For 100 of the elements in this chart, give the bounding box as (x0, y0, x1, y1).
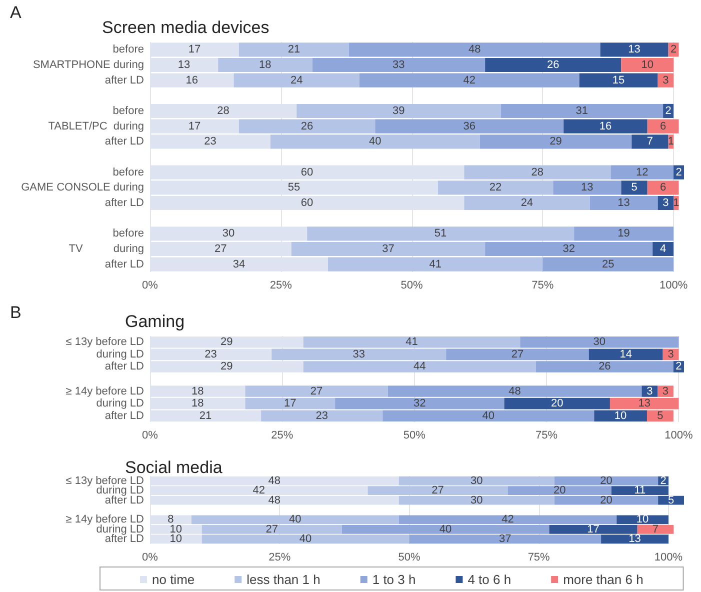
data-label: 22 (489, 182, 502, 194)
legend-label: no time (152, 572, 195, 587)
data-label: 40 (439, 523, 452, 536)
data-label: 7 (646, 136, 654, 148)
data-label: 21 (288, 44, 300, 56)
data-label: 13 (178, 59, 190, 71)
chart-title: Gaming (125, 312, 185, 331)
data-label: 5 (657, 410, 664, 422)
data-label: 7 (652, 523, 659, 536)
data-label: 30 (593, 336, 606, 348)
data-label: 13 (628, 533, 641, 546)
data-label: 5 (668, 494, 674, 506)
data-label: 48 (508, 385, 521, 398)
data-label: 10 (170, 523, 182, 536)
data-label: 8 (168, 514, 174, 526)
data-label: 55 (288, 182, 300, 194)
y-tick-label: during LD (96, 398, 144, 410)
data-label: 14 (620, 348, 632, 360)
data-label: 20 (550, 398, 564, 410)
data-label: 19 (618, 228, 630, 240)
data-label: 3 (662, 74, 669, 86)
data-label: 39 (392, 105, 405, 117)
y-tick-label: after LD (104, 360, 144, 373)
x-tick-label: 0% (142, 552, 158, 564)
data-label: 18 (191, 385, 204, 398)
bar (652, 242, 674, 256)
y-tick-label: after LD (104, 74, 144, 86)
data-label: 23 (204, 348, 217, 360)
y-tick-label: after LD (104, 494, 144, 506)
data-label: 25 (602, 258, 614, 270)
data-label: 10 (636, 514, 649, 526)
data-label: 26 (546, 59, 560, 71)
data-label: 18 (191, 398, 204, 410)
legend-label: 1 to 3 h (372, 572, 416, 587)
data-label: 3 (646, 385, 653, 398)
data-label: 27 (511, 348, 524, 360)
x-tick-label: 25% (268, 552, 291, 564)
y-tick-label: before (112, 228, 144, 240)
y-tick-label: GAME CONSOLE during (21, 182, 144, 194)
x-tick-label: 75% (528, 552, 550, 564)
data-label: 13 (581, 182, 594, 194)
data-label: 40 (368, 136, 382, 148)
data-label: 29 (220, 336, 233, 348)
data-label: 21 (199, 410, 212, 422)
data-label: 48 (268, 474, 281, 487)
data-label: 27 (266, 523, 278, 536)
data-label: 1 (668, 136, 674, 148)
data-label: 24 (290, 74, 303, 86)
data-label: 20 (600, 494, 612, 506)
data-label: 2 (676, 360, 682, 373)
y-tick-label: after LD (104, 533, 144, 546)
data-label: 23 (316, 410, 328, 422)
data-label: 5 (631, 182, 638, 194)
bar (621, 180, 648, 195)
data-label: 40 (299, 533, 312, 546)
data-label: 28 (531, 166, 544, 178)
data-label: 15 (612, 74, 625, 86)
data-label: 60 (300, 197, 314, 209)
data-label: 13 (638, 398, 650, 410)
y-tick-label: TV during (68, 243, 144, 255)
x-tick-label: 25% (271, 430, 294, 442)
x-tick-label: 0% (142, 280, 158, 292)
data-label: 37 (499, 533, 512, 546)
x-tick-label: 25% (270, 280, 292, 292)
y-tick-label: after LD (104, 136, 144, 148)
y-tick-label: ≥ 14y before LD (66, 514, 144, 526)
y-tick-label: after LD (104, 258, 144, 270)
y-tick-label: during LD (96, 523, 144, 536)
text: B (10, 303, 22, 322)
y-tick-label: during LD (96, 348, 144, 360)
data-label: 12 (636, 166, 648, 178)
data-label: 24 (520, 197, 534, 209)
data-label: 41 (406, 336, 418, 348)
data-label: 28 (217, 105, 230, 117)
data-label: 30 (470, 494, 483, 506)
bar (588, 348, 663, 360)
x-tick-label: 100% (664, 430, 693, 442)
data-label: 36 (463, 120, 476, 132)
data-label: 34 (232, 258, 246, 270)
data-label: 44 (414, 360, 426, 373)
chart-title: Screen media devices (102, 18, 270, 37)
data-label: 31 (576, 105, 588, 117)
data-label: 13 (618, 197, 630, 209)
data-label: 60 (300, 166, 314, 178)
data-label: 29 (550, 136, 562, 148)
data-label: 32 (562, 243, 575, 255)
data-label: 16 (186, 74, 198, 86)
data-label: 42 (463, 74, 476, 86)
y-tick-label: after LD (104, 410, 144, 422)
data-label: 41 (429, 258, 442, 270)
y-tick-label: after LD (104, 197, 144, 209)
data-label: 29 (220, 360, 233, 373)
x-tick-label: 50% (400, 280, 423, 292)
x-tick-label: 100% (659, 280, 688, 292)
data-label: 2 (665, 105, 672, 117)
y-tick-label: TABLET/PC during (48, 120, 144, 132)
data-label: 20 (600, 474, 612, 487)
y-tick-label: ≤ 13y before LD (66, 474, 144, 487)
x-tick-label: 50% (398, 552, 420, 564)
data-label: 17 (284, 398, 296, 410)
